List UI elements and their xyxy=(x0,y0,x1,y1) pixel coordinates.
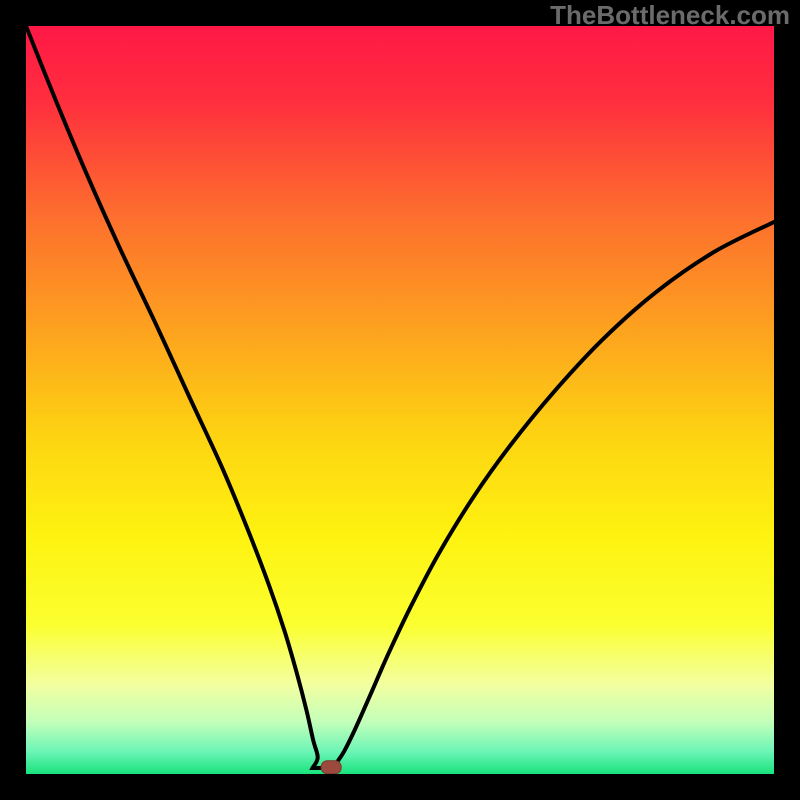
watermark-text: TheBottleneck.com xyxy=(550,0,790,31)
plot-area xyxy=(26,26,774,774)
curve-layer xyxy=(26,26,774,774)
bottleneck-marker xyxy=(321,761,341,774)
bottleneck-curve xyxy=(26,26,774,769)
